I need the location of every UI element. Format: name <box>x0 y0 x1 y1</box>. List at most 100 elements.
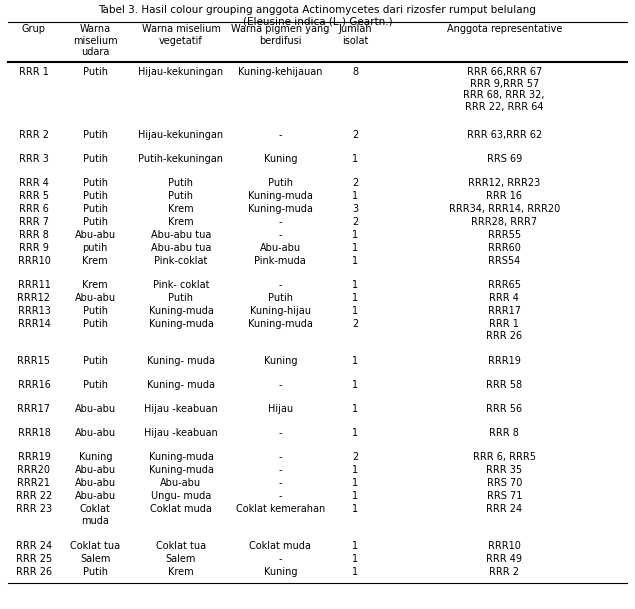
Text: 1: 1 <box>352 280 358 290</box>
Text: 1: 1 <box>352 478 358 488</box>
Text: Salem: Salem <box>166 554 196 564</box>
Text: Putih: Putih <box>83 154 108 164</box>
Text: 1: 1 <box>352 256 358 266</box>
Text: Krem: Krem <box>168 567 194 577</box>
Text: Kuning-muda: Kuning-muda <box>149 306 213 316</box>
Text: RRR 16: RRR 16 <box>486 191 522 201</box>
Text: RRR 56: RRR 56 <box>486 404 522 414</box>
Text: -: - <box>279 217 282 227</box>
Text: Kuning-muda: Kuning-muda <box>149 319 213 329</box>
Text: RRR15: RRR15 <box>18 356 50 366</box>
Text: RRR 1: RRR 1 <box>19 67 49 77</box>
Text: Coklat
muda: Coklat muda <box>80 504 110 526</box>
Text: Krem: Krem <box>168 204 194 214</box>
Text: RRS 69: RRS 69 <box>486 154 522 164</box>
Text: RRR28, RRR7: RRR28, RRR7 <box>471 217 537 227</box>
Text: RRR17: RRR17 <box>18 404 50 414</box>
Text: RRR 6, RRR5: RRR 6, RRR5 <box>472 452 536 462</box>
Text: Abu-abu: Abu-abu <box>75 478 116 488</box>
Text: RRR 58: RRR 58 <box>486 380 522 390</box>
Text: RRR 24: RRR 24 <box>486 504 522 514</box>
Text: 2: 2 <box>352 130 358 140</box>
Text: RRR19: RRR19 <box>488 356 521 366</box>
Text: RRR 2: RRR 2 <box>19 130 49 140</box>
Text: RRR 25: RRR 25 <box>16 554 52 564</box>
Text: RRR 24: RRR 24 <box>16 541 52 551</box>
Text: RRR 4: RRR 4 <box>489 293 519 303</box>
Text: Kuning: Kuning <box>79 452 112 462</box>
Text: RRR16: RRR16 <box>18 380 50 390</box>
Text: Krem: Krem <box>83 280 108 290</box>
Text: Hijau-kekuningan: Hijau-kekuningan <box>138 130 224 140</box>
Text: RRR 22: RRR 22 <box>16 491 52 501</box>
Text: Tabel 3. Hasil colour grouping anggota Actinomycetes dari rizosfer rumput belula: Tabel 3. Hasil colour grouping anggota A… <box>98 5 537 15</box>
Text: RRR 35: RRR 35 <box>486 465 522 475</box>
Text: Warna miselium
vegetatif: Warna miselium vegetatif <box>142 24 220 46</box>
Text: RRR 6: RRR 6 <box>19 204 49 214</box>
Text: Abu-abu: Abu-abu <box>260 243 301 253</box>
Text: 1: 1 <box>352 230 358 240</box>
Text: 1: 1 <box>352 243 358 253</box>
Text: 1: 1 <box>352 293 358 303</box>
Text: RRR 26: RRR 26 <box>16 567 52 577</box>
Text: Ungu- muda: Ungu- muda <box>151 491 211 501</box>
Text: 1: 1 <box>352 191 358 201</box>
Text: Warna
miselium
udara: Warna miselium udara <box>73 24 117 57</box>
Text: Kuning- muda: Kuning- muda <box>147 356 215 366</box>
Text: RRR11: RRR11 <box>18 280 50 290</box>
Text: Kuning-muda: Kuning-muda <box>248 191 313 201</box>
Text: Pink- coklat: Pink- coklat <box>153 280 209 290</box>
Text: 2: 2 <box>352 452 358 462</box>
Text: 2: 2 <box>352 217 358 227</box>
Text: Warna pigmen yang
berdifusi: Warna pigmen yang berdifusi <box>231 24 330 46</box>
Text: -: - <box>279 130 282 140</box>
Text: RRR 7: RRR 7 <box>19 217 49 227</box>
Text: Putih: Putih <box>268 178 293 188</box>
Text: RRR 4: RRR 4 <box>19 178 49 188</box>
Text: Anggota representative: Anggota representative <box>446 24 562 34</box>
Text: RRR 49: RRR 49 <box>486 554 522 564</box>
Text: Krem: Krem <box>83 256 108 266</box>
Text: RRR 23: RRR 23 <box>16 504 52 514</box>
Text: Putih-kekuningan: Putih-kekuningan <box>138 154 224 164</box>
Text: Kuning-muda: Kuning-muda <box>149 452 213 462</box>
Text: Coklat muda: Coklat muda <box>250 541 311 551</box>
Text: 1: 1 <box>352 154 358 164</box>
Text: Coklat tua: Coklat tua <box>156 541 206 551</box>
Text: Kuning: Kuning <box>264 154 297 164</box>
Text: RRS54: RRS54 <box>488 256 520 266</box>
Text: Krem: Krem <box>168 217 194 227</box>
Text: RRR65: RRR65 <box>488 280 521 290</box>
Text: RRR18: RRR18 <box>18 428 50 438</box>
Text: Abu-abu: Abu-abu <box>75 428 116 438</box>
Text: Putih: Putih <box>168 178 194 188</box>
Text: 1: 1 <box>352 541 358 551</box>
Text: -: - <box>279 230 282 240</box>
Text: Putih: Putih <box>83 356 108 366</box>
Text: RRR 8: RRR 8 <box>19 230 49 240</box>
Text: Putih: Putih <box>83 178 108 188</box>
Text: -: - <box>279 465 282 475</box>
Text: RRR13: RRR13 <box>18 306 50 316</box>
Text: Kuning-muda: Kuning-muda <box>149 465 213 475</box>
Text: Abu-abu: Abu-abu <box>75 230 116 240</box>
Text: Hijau -keabuan: Hijau -keabuan <box>144 404 218 414</box>
Text: Coklat muda: Coklat muda <box>150 504 212 514</box>
Text: RRR60: RRR60 <box>488 243 521 253</box>
Text: Putih: Putih <box>268 293 293 303</box>
Text: 1: 1 <box>352 380 358 390</box>
Text: RRR 5: RRR 5 <box>19 191 49 201</box>
Text: (Eleusine indica (L.) Geartn.): (Eleusine indica (L.) Geartn.) <box>243 17 392 27</box>
Text: RRR 63,RRR 62: RRR 63,RRR 62 <box>467 130 542 140</box>
Text: 3: 3 <box>352 204 358 214</box>
Text: -: - <box>279 554 282 564</box>
Text: RRR 66,RRR 67
RRR 9,RRR 57
RRR 68, RRR 32,
RRR 22, RRR 64: RRR 66,RRR 67 RRR 9,RRR 57 RRR 68, RRR 3… <box>464 67 545 112</box>
Text: Kuning-hijau: Kuning-hijau <box>250 306 311 316</box>
Text: Putih: Putih <box>83 204 108 214</box>
Text: Abu-abu: Abu-abu <box>75 491 116 501</box>
Text: Kuning: Kuning <box>264 567 297 577</box>
Text: 1: 1 <box>352 491 358 501</box>
Text: -: - <box>279 428 282 438</box>
Text: RRS 70: RRS 70 <box>486 478 522 488</box>
Text: Kuning: Kuning <box>264 356 297 366</box>
